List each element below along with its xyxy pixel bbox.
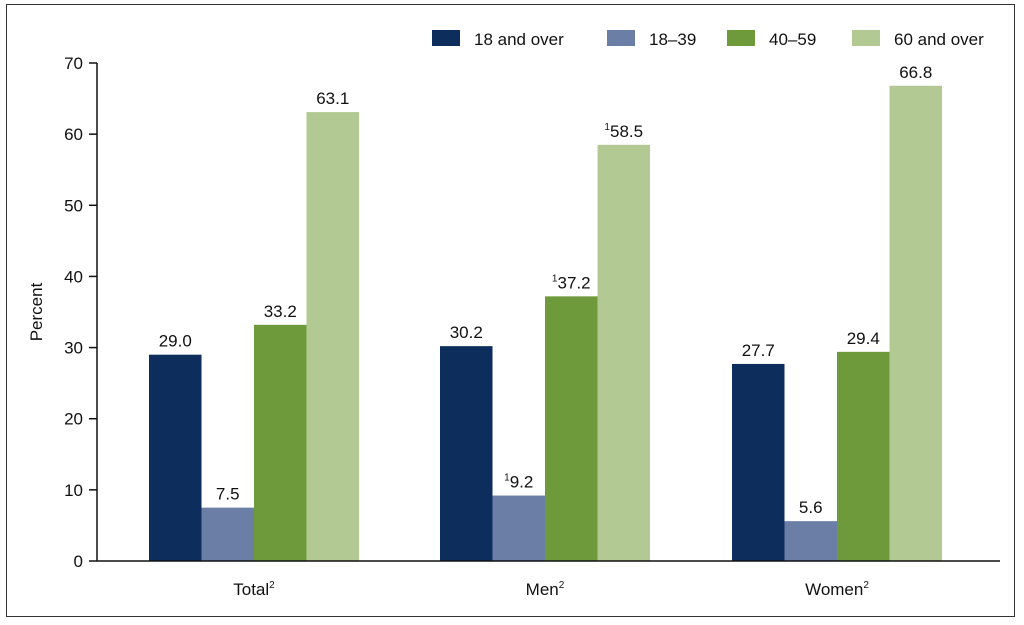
legend-label: 60 and over xyxy=(894,30,984,49)
x-category-label: Total2 xyxy=(233,580,275,599)
x-category-label: Men2 xyxy=(526,580,565,599)
y-tick-label: 0 xyxy=(74,552,83,571)
legend-swatch xyxy=(852,30,880,46)
category-name: Women xyxy=(805,580,863,599)
footnote-marker: 2 xyxy=(863,580,869,591)
y-axis: 0 10 20 30 40 50 60 70 xyxy=(64,54,98,571)
category-name: Men xyxy=(526,580,559,599)
data-label: 33.2 xyxy=(264,302,297,321)
legend-swatch xyxy=(607,30,635,46)
footnote-marker: 1 xyxy=(604,122,610,133)
data-label-value: 37.2 xyxy=(557,273,590,292)
data-label: 27.7 xyxy=(742,341,775,360)
data-label: 66.8 xyxy=(899,63,932,82)
category-name: Total xyxy=(233,580,269,599)
x-category-label: Women2 xyxy=(805,580,869,599)
bar-18-39-total[interactable] xyxy=(201,507,255,561)
bars: 29.07.533.263.130.219.2137.2158.527.75.6… xyxy=(149,63,943,562)
data-label-value: 9.2 xyxy=(510,473,534,492)
data-label: 63.1 xyxy=(316,89,349,108)
bar-60-and-over-total[interactable] xyxy=(306,112,360,562)
bar-18-and-over-women[interactable] xyxy=(732,363,785,561)
data-label: 30.2 xyxy=(450,323,483,342)
legend-swatch xyxy=(727,30,755,46)
legend-label: 40–59 xyxy=(769,30,816,49)
y-tick-label: 60 xyxy=(64,125,83,144)
data-label-value: 58.5 xyxy=(610,122,643,141)
y-tick-label: 70 xyxy=(64,54,83,73)
legend: 18 and over 18–39 40–59 60 and over xyxy=(432,30,984,49)
footnote-marker: 1 xyxy=(504,473,510,484)
data-label: 7.5 xyxy=(216,485,240,504)
data-label: 158.5 xyxy=(604,122,643,141)
y-axis-label: Percent xyxy=(27,282,46,341)
y-tick-label: 40 xyxy=(64,267,83,286)
legend-swatch xyxy=(432,30,460,46)
data-label: 5.6 xyxy=(799,498,823,517)
bar-60-and-over-men[interactable] xyxy=(597,144,651,562)
legend-label: 18–39 xyxy=(649,30,696,49)
data-label: 29.4 xyxy=(847,329,880,348)
data-label: 29.0 xyxy=(159,332,192,351)
data-label: 19.2 xyxy=(504,473,533,492)
bar-40-59-men[interactable] xyxy=(545,296,598,561)
bar-40-59-total[interactable] xyxy=(254,324,307,561)
data-label: 137.2 xyxy=(552,273,591,292)
footnote-marker: 2 xyxy=(559,580,565,591)
bar-18-and-over-men[interactable] xyxy=(440,346,493,561)
footnote-marker: 1 xyxy=(552,273,558,284)
x-axis: Total2 Men2 Women2 xyxy=(97,560,1000,599)
y-tick-label: 30 xyxy=(64,339,83,358)
bar-60-and-over-women[interactable] xyxy=(889,85,943,561)
y-tick-label: 50 xyxy=(64,196,83,215)
y-tick-label: 20 xyxy=(64,410,83,429)
bar-18-39-women[interactable] xyxy=(784,521,838,561)
footnote-marker: 2 xyxy=(269,580,275,591)
bar-40-59-women[interactable] xyxy=(837,351,890,561)
legend-label: 18 and over xyxy=(474,30,564,49)
bar-18-39-men[interactable] xyxy=(492,495,546,561)
y-tick-label: 10 xyxy=(64,481,83,500)
bar-18-and-over-total[interactable] xyxy=(149,354,202,561)
